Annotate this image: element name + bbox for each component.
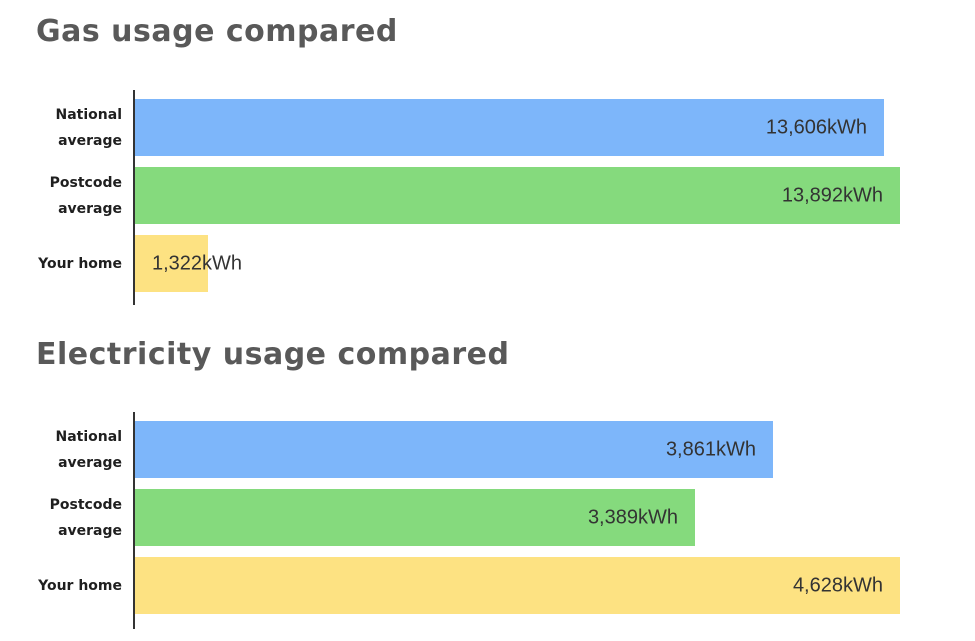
electricity-chart-title: Electricity usage compared — [36, 337, 510, 372]
gas-chart-title: Gas usage compared — [36, 14, 398, 49]
category-label: Your home — [38, 255, 122, 272]
category-label: National average — [55, 428, 123, 471]
y-axis-line — [133, 90, 135, 305]
bar-row: National average 13,606kWh — [0, 99, 975, 156]
category-label: Postcode average — [49, 174, 122, 217]
bar-row: Your home 4,628kWh — [0, 557, 975, 614]
category-label: Your home — [38, 577, 122, 594]
bar-postcode-average: 13,892kWh — [135, 167, 900, 224]
value-label: 4,628kWh — [792, 574, 883, 596]
bar-rows: National average 3,861kWh Postcode average 3,… — [0, 421, 975, 614]
value-label: 13,606kWh — [765, 116, 867, 138]
bar-row: National average 3,861kWh — [0, 421, 975, 478]
gas-chart-plot-area: National average 13,606kWh Postcode average 1… — [0, 90, 975, 305]
value-label: 1,322kWh — [152, 252, 243, 274]
bar-your-home: 1,322kWh — [135, 235, 242, 292]
bar-national-average: 3,861kWh — [135, 421, 773, 478]
value-label: 3,861kWh — [665, 438, 756, 460]
bar-rows: National average 13,606kWh Postcode average 1… — [0, 99, 975, 292]
bar-row: Postcode average 3,389kWh — [0, 489, 975, 546]
bar-row: Postcode average 13,892kWh — [0, 167, 975, 224]
bar-postcode-average: 3,389kWh — [135, 489, 695, 546]
y-axis-line — [133, 412, 135, 629]
value-label: 13,892kWh — [781, 184, 883, 206]
value-label: 3,389kWh — [587, 506, 678, 528]
electricity-chart-plot-area: National average 3,861kWh Postcode average 3,… — [0, 412, 975, 629]
bar-your-home: 4,628kWh — [135, 557, 900, 614]
bar-row: Your home 1,322kWh — [0, 235, 975, 292]
bar-national-average: 13,606kWh — [135, 99, 884, 156]
category-label: Postcode average — [49, 496, 122, 539]
category-label: National average — [55, 106, 123, 149]
